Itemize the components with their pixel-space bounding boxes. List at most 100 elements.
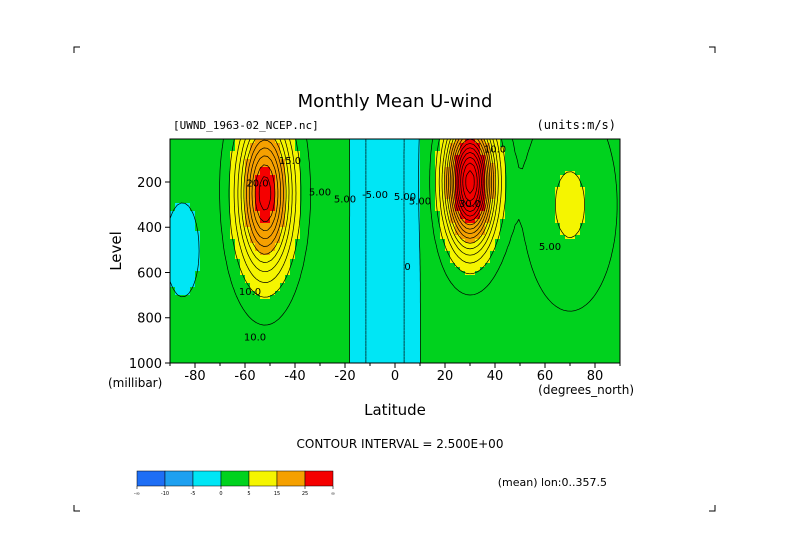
contour-cell bbox=[330, 187, 336, 192]
contour-cell bbox=[465, 359, 471, 363]
contour-cell bbox=[350, 239, 356, 244]
contour-cell bbox=[350, 291, 356, 296]
contour-cell bbox=[290, 171, 296, 176]
contour-cell bbox=[430, 215, 436, 220]
contour-cell bbox=[450, 299, 456, 304]
contour-cell bbox=[450, 243, 456, 248]
contour-cell bbox=[255, 323, 261, 328]
contour-cell bbox=[340, 143, 346, 148]
contour-cell bbox=[270, 211, 276, 216]
contour-cell bbox=[265, 339, 271, 344]
contour-cell bbox=[250, 147, 256, 152]
contour-cell bbox=[355, 267, 361, 272]
contour-cell bbox=[285, 227, 291, 232]
contour-cell bbox=[265, 187, 271, 192]
contour-cell bbox=[335, 323, 341, 328]
contour-cell bbox=[505, 315, 511, 320]
contour-cell bbox=[450, 151, 456, 156]
contour-cell bbox=[240, 287, 246, 292]
contour-cell bbox=[220, 331, 226, 336]
contour-cell bbox=[300, 247, 306, 252]
contour-cell bbox=[180, 327, 186, 332]
contour-cell bbox=[270, 347, 276, 352]
contour-cell bbox=[455, 307, 461, 312]
contour-cell bbox=[610, 275, 616, 280]
contour-cell bbox=[575, 223, 581, 228]
contour-cell bbox=[175, 203, 181, 208]
contour-cell bbox=[560, 327, 566, 332]
contour-cell bbox=[280, 191, 286, 196]
contour-cell bbox=[560, 139, 566, 144]
contour-cell bbox=[290, 143, 296, 148]
contour-cell bbox=[515, 295, 521, 300]
contour-cell bbox=[215, 163, 221, 168]
contour-cell bbox=[525, 303, 531, 308]
contour-cell bbox=[310, 271, 316, 276]
contour-cell bbox=[325, 155, 331, 160]
contour-cell bbox=[500, 139, 506, 144]
contour-cell bbox=[580, 151, 586, 156]
contour-cell bbox=[515, 335, 521, 340]
contour-cell bbox=[370, 283, 376, 288]
contour-cell bbox=[345, 263, 351, 268]
contour-cell bbox=[395, 187, 401, 192]
contour-cell bbox=[460, 243, 466, 248]
contour-cell bbox=[375, 247, 381, 252]
contour-cell bbox=[610, 339, 616, 344]
contour-cell bbox=[280, 219, 286, 224]
contour-cell bbox=[275, 227, 281, 232]
contour-cell bbox=[365, 243, 371, 248]
contour-cell bbox=[470, 171, 476, 176]
contour-cell bbox=[345, 151, 351, 156]
contour-cell bbox=[220, 339, 226, 344]
contour-cell bbox=[380, 303, 386, 308]
contour-cell bbox=[300, 139, 306, 144]
contour-cell bbox=[170, 171, 176, 176]
contour-cell bbox=[495, 215, 501, 220]
contour-cell bbox=[280, 315, 286, 320]
contour-cell bbox=[295, 179, 301, 184]
contour-cell bbox=[275, 175, 281, 180]
contour-cell bbox=[475, 239, 481, 244]
contour-cell bbox=[550, 319, 556, 324]
contour-cell bbox=[275, 203, 281, 208]
contour-cell bbox=[270, 275, 276, 280]
contour-cell bbox=[340, 151, 346, 156]
contour-cell bbox=[305, 187, 311, 192]
contour-cell bbox=[240, 319, 246, 324]
contour-cell bbox=[305, 287, 311, 292]
contour-cell bbox=[415, 211, 421, 216]
contour-cell bbox=[315, 171, 321, 176]
contour-cell bbox=[310, 307, 316, 312]
contour-cell bbox=[175, 251, 181, 256]
contour-cell bbox=[285, 359, 291, 363]
contour-cell bbox=[470, 147, 476, 152]
contour-cell bbox=[380, 359, 386, 363]
contour-cell bbox=[540, 175, 546, 180]
contour-cell bbox=[300, 263, 306, 268]
contour-cell bbox=[435, 279, 441, 284]
contour-cell bbox=[580, 343, 586, 348]
contour-cell bbox=[575, 155, 581, 160]
contour-cell bbox=[310, 223, 316, 228]
contour-cell bbox=[190, 215, 196, 220]
contour-cell bbox=[515, 311, 521, 316]
contour-cell bbox=[540, 275, 546, 280]
contour-cell bbox=[590, 263, 596, 268]
contour-cell bbox=[470, 159, 476, 164]
contour-cell bbox=[445, 279, 451, 284]
contour-cell bbox=[595, 335, 601, 340]
contour-cell bbox=[245, 315, 251, 320]
contour-cell bbox=[345, 307, 351, 312]
contour-cell bbox=[435, 235, 441, 240]
contour-cell bbox=[385, 207, 391, 212]
contour-cell bbox=[325, 267, 331, 272]
contour-cell bbox=[525, 247, 531, 252]
contour-cell bbox=[200, 139, 206, 144]
contour-cell bbox=[295, 303, 301, 308]
contour-cell bbox=[550, 323, 556, 328]
contour-cell bbox=[495, 179, 501, 184]
contour-cell bbox=[445, 303, 451, 308]
contour-cell bbox=[365, 315, 371, 320]
contour-cell bbox=[180, 275, 186, 280]
